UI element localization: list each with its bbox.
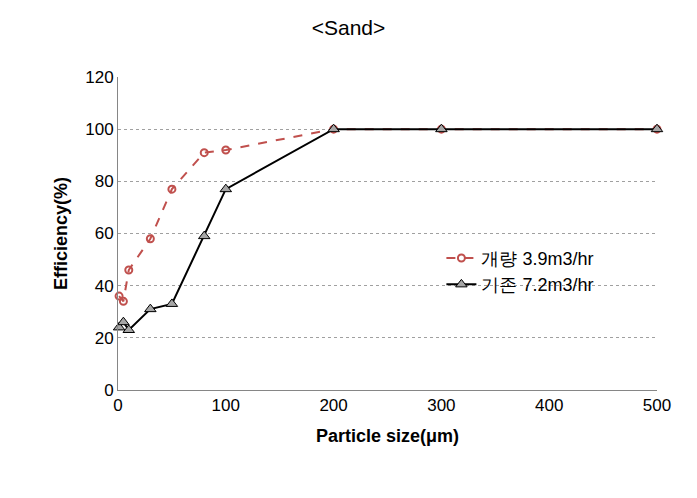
svg-text:300: 300 — [427, 396, 455, 415]
svg-text:60: 60 — [95, 224, 114, 243]
svg-text:400: 400 — [535, 396, 563, 415]
svg-text:개량 3.9m3/hr: 개량 3.9m3/hr — [481, 249, 593, 269]
svg-text:500: 500 — [643, 396, 671, 415]
svg-text:120: 120 — [85, 68, 113, 87]
svg-text:Efficiency(%): Efficiency(%) — [51, 177, 71, 290]
svg-text:200: 200 — [319, 396, 347, 415]
svg-text:20: 20 — [95, 329, 114, 348]
svg-text:100: 100 — [85, 120, 113, 139]
svg-text:80: 80 — [95, 172, 114, 191]
svg-text:100: 100 — [212, 396, 240, 415]
svg-text:기존 7.2m3/hr: 기존 7.2m3/hr — [481, 275, 593, 295]
svg-text:0: 0 — [113, 396, 122, 415]
svg-text:Particle size(μm): Particle size(μm) — [316, 426, 459, 446]
svg-text:40: 40 — [95, 277, 114, 296]
svg-text:0: 0 — [104, 381, 113, 400]
svg-text:<Sand>: <Sand> — [312, 16, 386, 39]
